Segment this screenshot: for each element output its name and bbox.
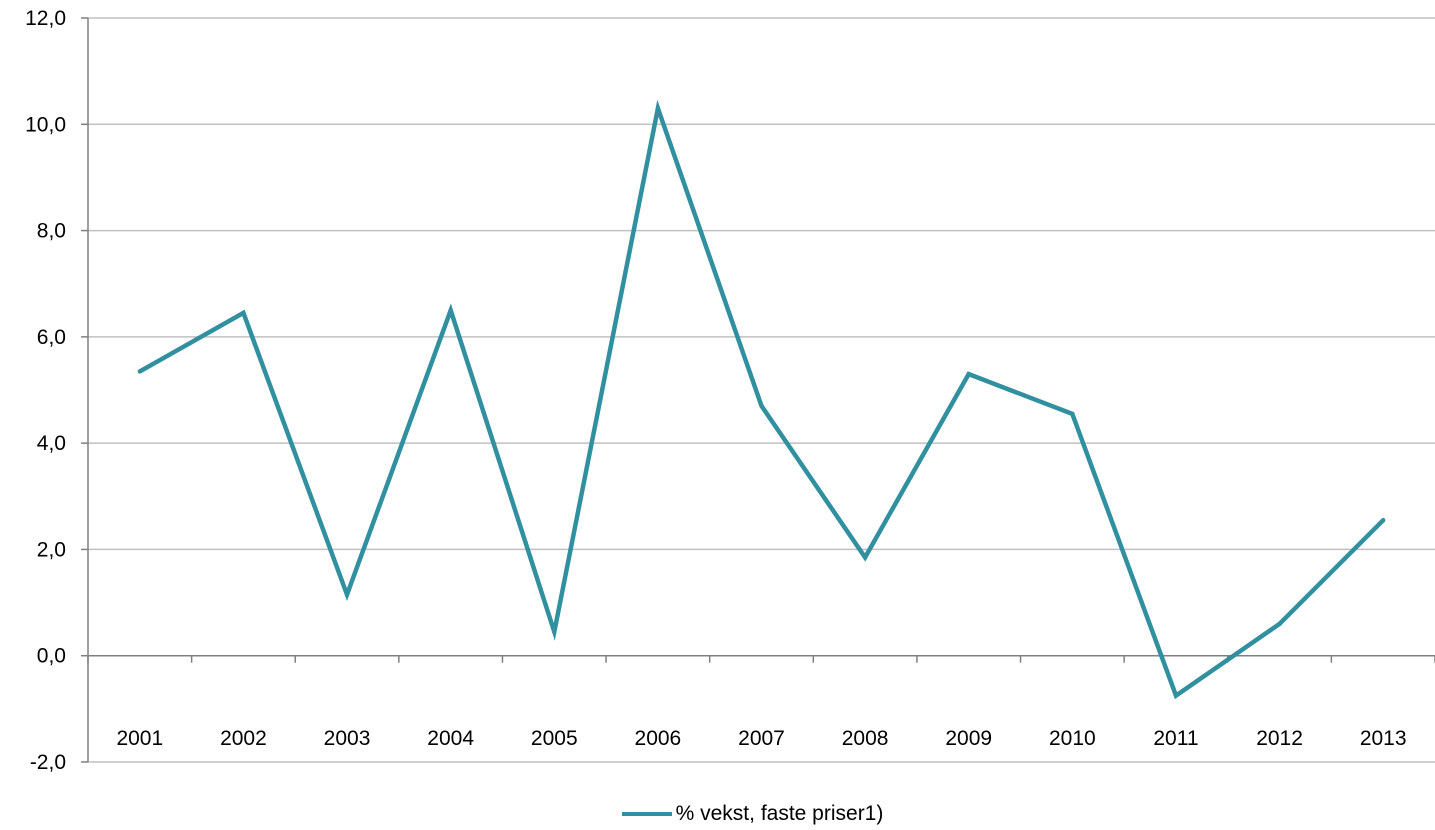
y-tick-label: 12,0 [25,7,66,30]
data-point [759,403,764,409]
data-point [1070,411,1075,417]
x-tick-label: 2009 [945,727,992,750]
x-tick-label: 2005 [531,727,578,750]
x-tick-label: 2003 [324,727,371,750]
y-tick-label: -2,0 [30,751,66,774]
y-axis-ticks: -2,0 0,0 2,0 4,0 6,0 8,0 10,0 12,0 [25,7,88,774]
data-point [241,310,246,316]
series-line [138,99,1385,700]
y-tick-label: 4,0 [37,432,66,455]
x-axis-ticks: 2001 2002 2003 2004 2005 2006 2007 2008 2009 2010… [87,655,1435,750]
legend: % vekst, faste priser1) [0,798,1435,826]
y-tick-label: 0,0 [37,645,66,668]
x-tick-label: 2008 [842,727,889,750]
data-point [1173,693,1179,698]
legend-swatch [621,812,672,816]
x-tick-label: 2002 [220,727,267,750]
y-tick-label: 8,0 [37,220,66,243]
x-tick-label: 2013 [1360,727,1407,750]
y-tick-label: 6,0 [37,326,66,349]
data-point [966,371,971,377]
gridlines [88,17,1435,763]
data-point [137,369,143,374]
x-tick-label: 2006 [635,727,682,750]
x-tick-label: 2011 [1153,727,1198,750]
data-point [552,629,557,634]
data-point [655,106,661,111]
x-tick-label: 2010 [1049,727,1096,750]
data-point [862,555,868,560]
data-point [1380,518,1386,523]
data-point [1277,621,1282,627]
data-point [448,308,453,313]
x-tick-label: 2012 [1256,727,1303,750]
data-point [344,592,350,597]
y-tick-label: 10,0 [25,113,66,136]
x-tick-label: 2004 [427,727,474,750]
legend-label: % vekst, faste priser1) [675,802,884,825]
x-tick-label: 2007 [738,727,785,750]
series-group [137,99,1386,700]
x-tick-label: 2001 [116,727,163,750]
y-tick-label: 2,0 [37,538,66,561]
axes [87,18,1435,762]
